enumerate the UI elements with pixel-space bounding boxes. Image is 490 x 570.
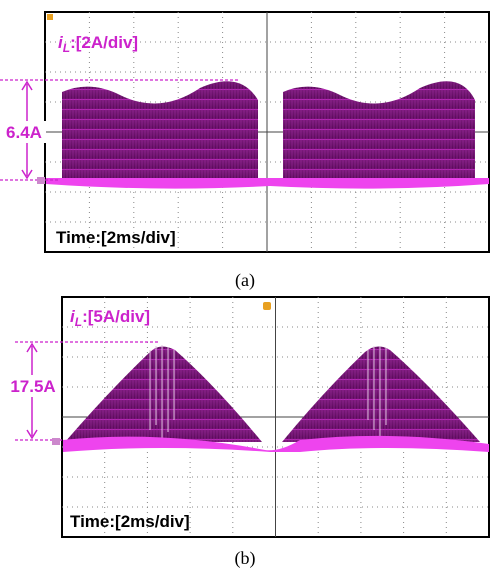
amplitude: 17.5A xyxy=(10,377,55,396)
trigger-marker xyxy=(47,14,53,20)
channel-label: iL:[5A/div] xyxy=(70,307,150,329)
ground-marker xyxy=(52,438,60,445)
scope-b: 17.5A iL:[5A/div] Time:[2ms/div] (b) xyxy=(8,297,489,569)
amplitude: 6.4A xyxy=(6,123,42,142)
figure: 6.4A iL:[2A/div] Time:[2ms/div] (a) 17.5… xyxy=(0,0,490,570)
channel-label: iL:[2A/div] xyxy=(58,33,138,55)
time-label: Time:[2ms/div] xyxy=(56,228,176,247)
trigger-marker xyxy=(263,302,271,310)
scope-a: 6.4A iL:[2A/div] Time:[2ms/div] (a) xyxy=(0,12,489,291)
time-label: Time:[2ms/div] xyxy=(70,512,190,531)
ground-marker xyxy=(37,177,45,184)
caption: (b) xyxy=(235,548,256,569)
caption: (a) xyxy=(235,270,255,291)
